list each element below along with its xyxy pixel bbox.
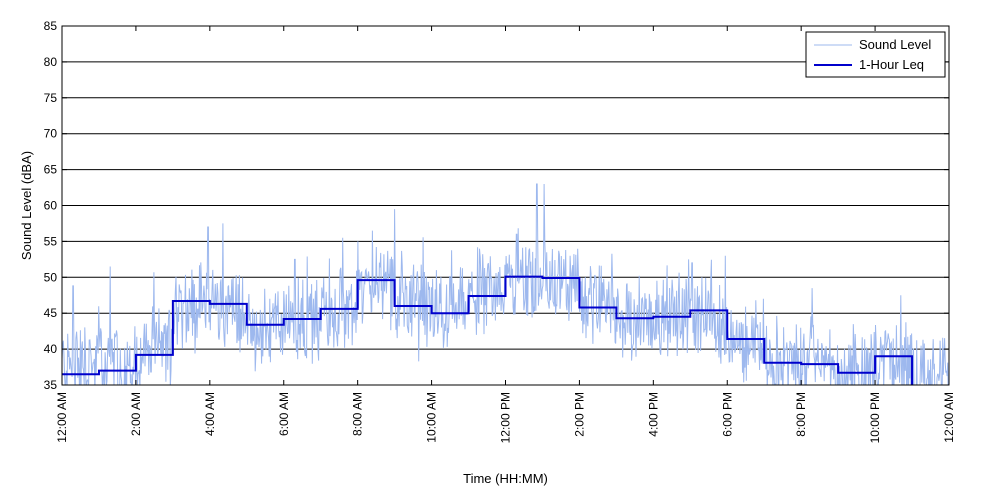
x-axis-title: Time (HH:MM) — [463, 471, 548, 486]
y-tick-label: 75 — [44, 91, 58, 105]
x-tick-label: 12:00 AM — [55, 392, 69, 443]
x-tick-label: 6:00 AM — [277, 392, 291, 436]
x-tick-label: 8:00 PM — [794, 392, 808, 437]
legend-label-leq: 1-Hour Leq — [859, 57, 924, 72]
y-tick-label: 60 — [44, 199, 58, 213]
x-tick-label: 10:00 PM — [868, 392, 882, 443]
x-tick-label: 4:00 PM — [646, 392, 660, 437]
legend-box — [805, 31, 946, 78]
series-sound-level-line — [62, 183, 949, 385]
y-axis-title: Sound Level (dBA) — [19, 151, 34, 260]
y-tick-label: 40 — [44, 342, 58, 356]
x-tick-label: 6:00 PM — [720, 392, 734, 437]
y-tick-label: 70 — [44, 127, 58, 141]
x-tick-label: 12:00 PM — [499, 392, 513, 443]
series-1-hour-leq-line — [62, 275, 914, 385]
x-tick-label: 10:00 AM — [425, 392, 439, 443]
y-tick-label: 45 — [44, 306, 58, 320]
y-tick-label: 50 — [44, 270, 58, 284]
y-tick-label: 55 — [44, 234, 58, 248]
x-tick-label: 2:00 PM — [572, 392, 586, 437]
axis-ticks: 35 40 45 50 55 60 65 70 75 80 85 12:00 AM 2:00 AM 4:0… — [44, 19, 956, 443]
legend-label-sound-level: Sound Level — [859, 37, 931, 52]
x-tick-label: 12:00 AM — [942, 392, 956, 443]
legend: Sound Level 1-Hour Leq — [805, 31, 946, 78]
x-tick-label: 2:00 AM — [129, 392, 143, 436]
x-tick-label: 4:00 AM — [203, 392, 217, 436]
y-tick-label: 35 — [44, 378, 58, 392]
y-tick-label: 65 — [44, 163, 58, 177]
y-tick-label: 85 — [44, 19, 58, 33]
x-tick-label: 8:00 AM — [351, 392, 365, 436]
y-tick-label: 80 — [44, 55, 58, 69]
plot-area — [62, 183, 949, 385]
